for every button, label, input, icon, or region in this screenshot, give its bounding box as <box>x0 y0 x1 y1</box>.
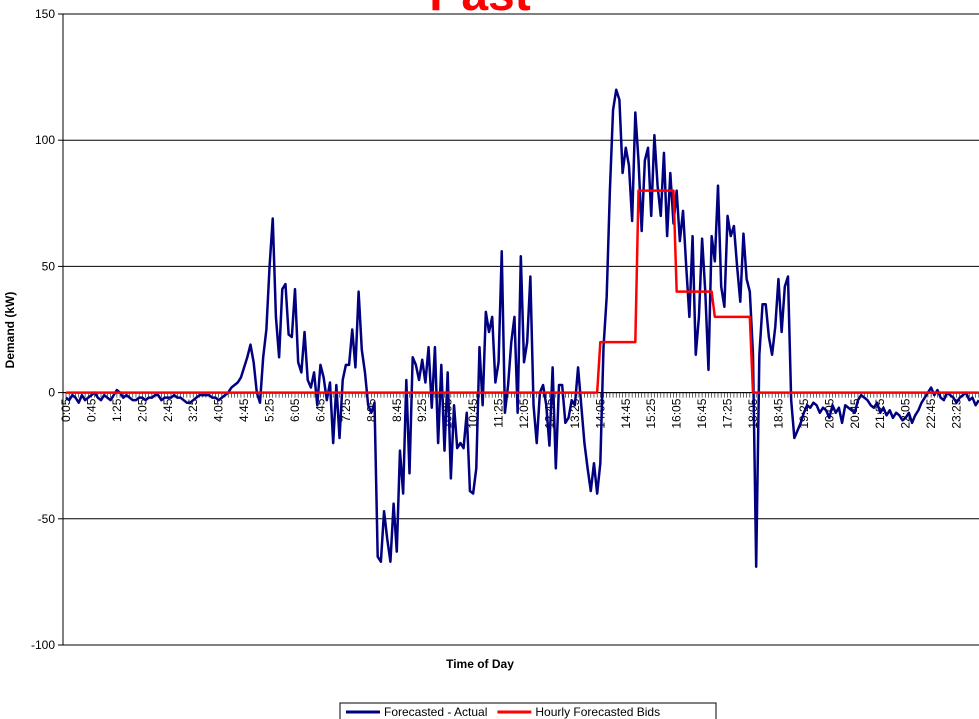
x-tick-label: 22:45 <box>924 398 938 428</box>
x-tick-label: 4:05 <box>212 398 226 422</box>
x-tick-label: 18:45 <box>771 398 785 428</box>
x-tick-label: 14:05 <box>593 398 607 428</box>
x-tick-label: 23:25 <box>950 398 964 428</box>
y-tick-label: 100 <box>35 133 55 147</box>
x-tick-label: 2:05 <box>135 398 149 422</box>
x-tick-label: 14:45 <box>619 398 633 428</box>
legend-label: Hourly Forecasted Bids <box>535 705 660 719</box>
x-tick-label: 2:45 <box>161 398 175 422</box>
x-tick-label: 15:25 <box>644 398 658 428</box>
y-axis-title: Demand (kW) <box>3 292 17 369</box>
x-tick-label: 16:05 <box>670 398 684 428</box>
x-tick-label: 17:25 <box>721 398 735 428</box>
y-tick-label: -100 <box>31 638 55 652</box>
y-tick-label: 0 <box>48 386 55 400</box>
x-tick-label: 16:45 <box>695 398 709 428</box>
y-tick-label: 150 <box>35 7 55 21</box>
x-tick-label: 0:45 <box>84 398 98 422</box>
y-tick-label: -50 <box>38 512 56 526</box>
x-tick-label: 11:25 <box>492 398 506 427</box>
y-tick-label: 50 <box>42 259 56 273</box>
x-tick-label: 9:25 <box>415 398 429 422</box>
x-tick-label: 5:25 <box>263 398 277 422</box>
x-tick-label: 6:05 <box>288 398 302 422</box>
x-axis-title: Time of Day <box>446 657 514 671</box>
series-line <box>66 189 979 394</box>
x-tick-label: 1:25 <box>110 398 124 422</box>
x-tick-label: 12:05 <box>517 398 531 428</box>
plot-area <box>62 13 979 646</box>
x-tick-label: 8:45 <box>390 398 404 422</box>
x-tick-label: 22:05 <box>899 398 913 428</box>
x-tick-label: 6:45 <box>313 398 327 422</box>
legend-label: Forecasted - Actual <box>384 705 487 719</box>
series-line <box>65 88 979 569</box>
x-tick-label: 4:45 <box>237 398 251 422</box>
x-tick-label: 0:05 <box>59 398 73 422</box>
x-tick-label: 3:25 <box>186 398 200 422</box>
